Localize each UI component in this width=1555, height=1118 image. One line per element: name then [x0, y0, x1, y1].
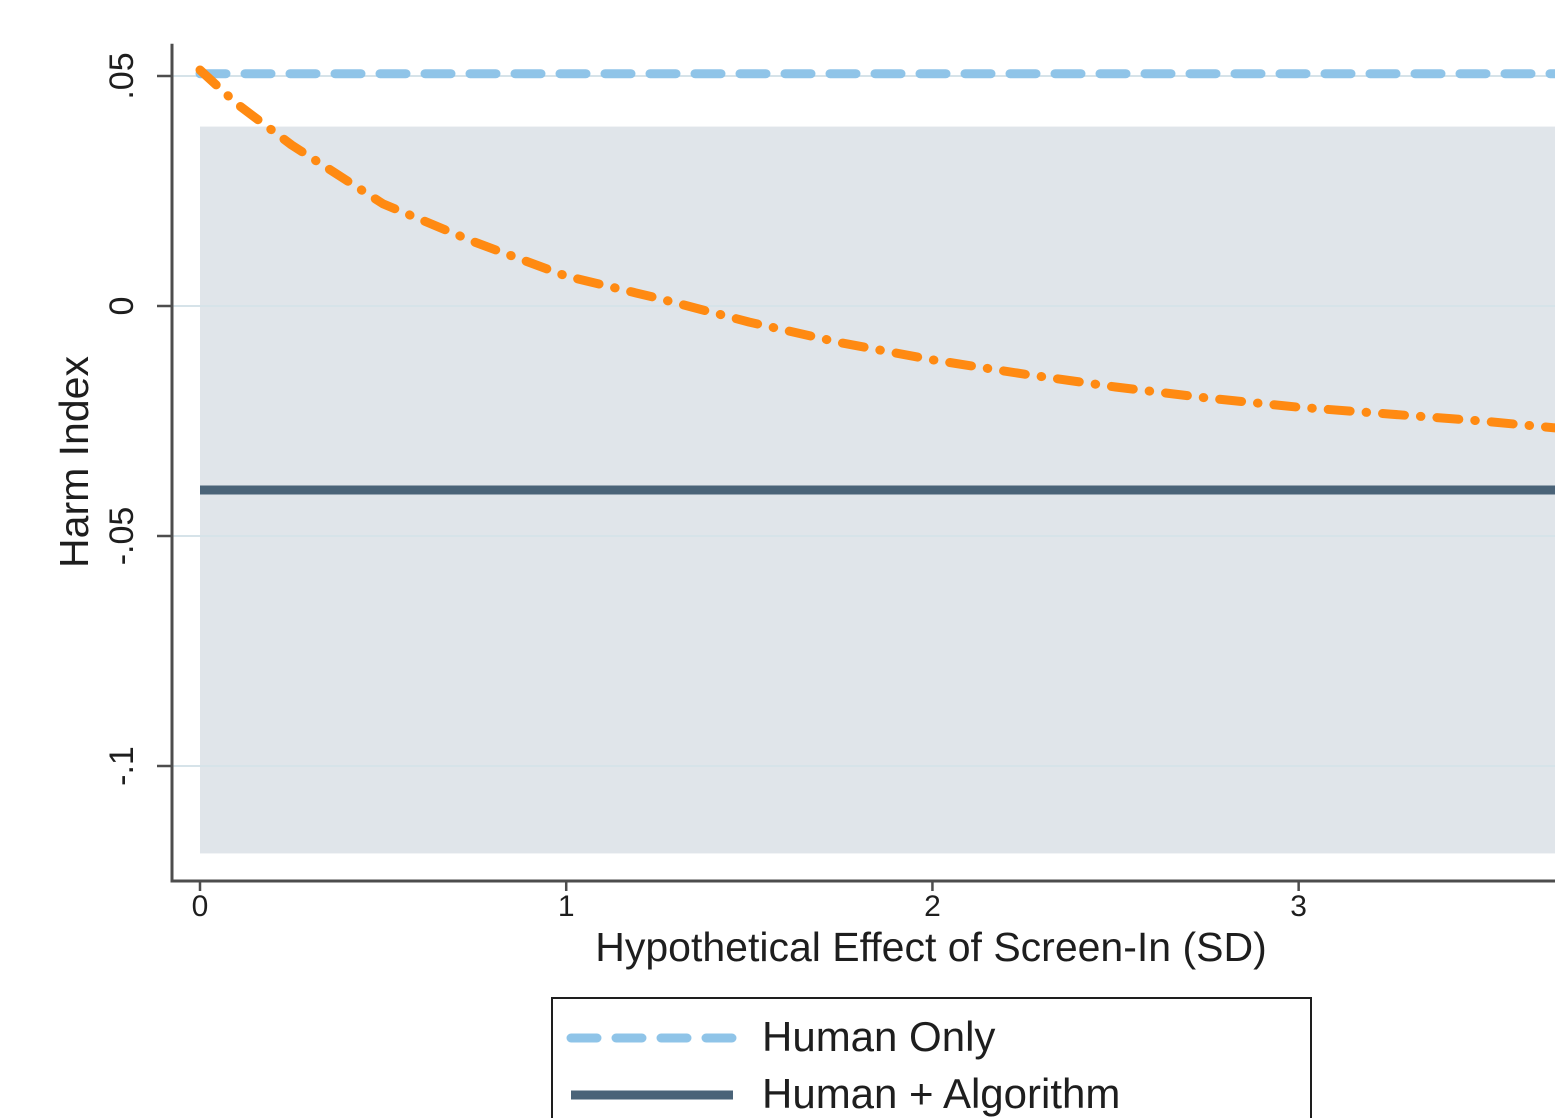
- legend-label: Human Only: [762, 1013, 995, 1060]
- x-tick-label: 1: [558, 890, 575, 923]
- series-layer: [195, 65, 1555, 495]
- x-tick-label: 2: [924, 890, 941, 923]
- y-tick-label: -.1: [103, 746, 141, 786]
- y-tick-label: 0: [103, 297, 141, 316]
- x-tick-label: 3: [1290, 890, 1307, 923]
- series-3-line: [195, 65, 1555, 433]
- y-axis-label: Harm Index: [51, 356, 97, 568]
- axis-layer: .05 0 -.05 -.1 0 1 2 3: [103, 43, 1555, 923]
- x-tick-label: 0: [192, 890, 209, 923]
- x-axis-label: Hypothetical Effect of Screen-In (SD): [595, 924, 1266, 970]
- legend-label: Human + Algorithm: [762, 1070, 1120, 1117]
- legend: Human Only Human + Algorithm: [551, 997, 1312, 1118]
- y-tick-label: .05: [103, 52, 141, 99]
- y-tick-label: -.05: [103, 507, 141, 566]
- legend-box: [551, 997, 1312, 1118]
